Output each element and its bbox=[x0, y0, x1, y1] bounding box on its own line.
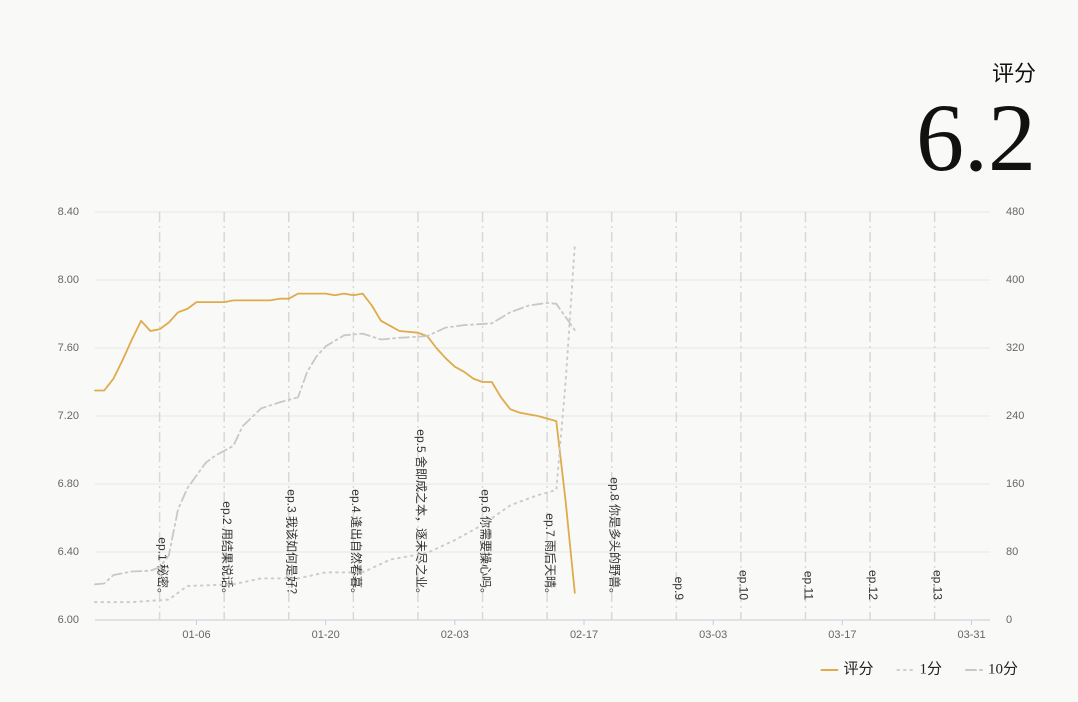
y2-tick-label: 400 bbox=[1006, 274, 1024, 286]
y-tick-label: 8.40 bbox=[58, 206, 79, 218]
y-tick-label: 6.80 bbox=[58, 478, 79, 490]
y2-tick-label: 160 bbox=[1006, 478, 1024, 490]
episode-label: ep.6 你需要操心吗。 bbox=[478, 489, 493, 600]
series-line bbox=[94, 244, 576, 604]
legend-label: 10分 bbox=[988, 660, 1018, 677]
score-label: 评分 bbox=[992, 61, 1036, 86]
x-tick-label: 01-20 bbox=[312, 629, 340, 641]
legend-label: 1分 bbox=[919, 660, 942, 677]
episode-label: ep.5 舍即成之本，逐未尽之业。 bbox=[414, 429, 429, 600]
y-tick-label: 8.00 bbox=[58, 274, 79, 286]
episode-label: ep.7 雨后天晴。 bbox=[543, 513, 557, 600]
y-tick-label: 6.00 bbox=[58, 614, 79, 626]
series-line bbox=[94, 292, 576, 594]
legend-label: 评分 bbox=[843, 660, 873, 677]
episode-label: ep.2 用结果说话。 bbox=[220, 501, 235, 600]
x-tick-label: 01-06 bbox=[182, 629, 210, 641]
y2-tick-label: 80 bbox=[1006, 546, 1018, 558]
episode-label: ep.4 逢出自然春暮。 bbox=[349, 489, 364, 600]
x-tick-label: 03-31 bbox=[957, 629, 985, 641]
episode-label: ep.8 你是多头的野兽。 bbox=[608, 477, 623, 600]
y2-tick-label: 480 bbox=[1006, 206, 1024, 218]
x-tick-label: 02-17 bbox=[570, 629, 598, 641]
episode-label: ep.10 bbox=[737, 570, 751, 600]
episode-label: ep.9 bbox=[672, 577, 686, 601]
y-tick-label: 7.20 bbox=[58, 410, 79, 422]
x-tick-label: 03-03 bbox=[699, 629, 727, 641]
episode-label: ep.13 bbox=[930, 570, 944, 600]
y2-tick-label: 240 bbox=[1006, 410, 1024, 422]
score-value: 6.2 bbox=[916, 84, 1036, 191]
y2-tick-label: 0 bbox=[1006, 614, 1012, 626]
episode-label: ep.1 秘密。 bbox=[155, 537, 170, 600]
x-tick-label: 03-17 bbox=[828, 629, 856, 641]
y2-tick-label: 320 bbox=[1006, 342, 1024, 354]
episode-label: ep.3 我该如何是好？ bbox=[285, 489, 300, 600]
y-tick-label: 7.60 bbox=[58, 342, 79, 354]
episode-label: ep.12 bbox=[866, 570, 880, 600]
series-line bbox=[94, 302, 576, 586]
y-tick-label: 6.40 bbox=[58, 546, 79, 558]
x-tick-label: 02-03 bbox=[441, 629, 469, 641]
episode-label: ep.11 bbox=[801, 571, 815, 600]
